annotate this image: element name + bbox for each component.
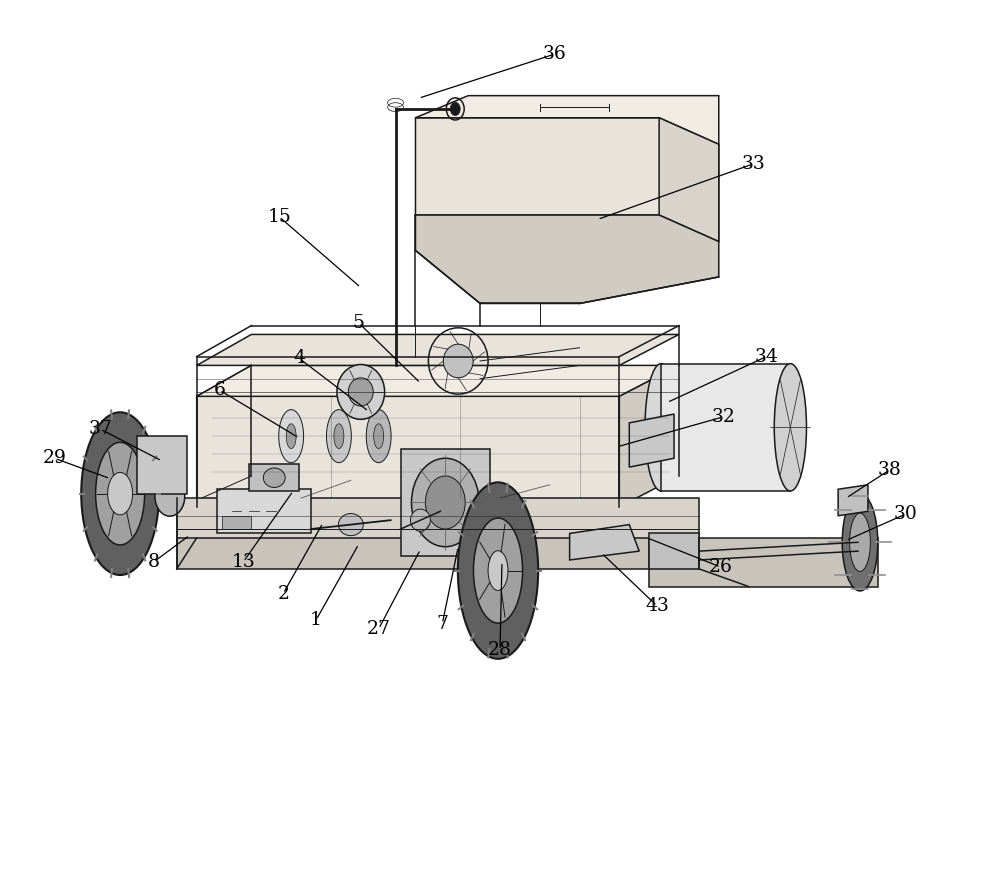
Polygon shape <box>197 366 679 396</box>
Text: 6: 6 <box>214 381 226 399</box>
Text: 13: 13 <box>232 553 255 570</box>
Ellipse shape <box>279 409 304 463</box>
Polygon shape <box>222 516 251 529</box>
Text: 29: 29 <box>43 449 66 467</box>
Text: 27: 27 <box>367 620 391 638</box>
Ellipse shape <box>443 344 473 377</box>
Ellipse shape <box>366 409 391 463</box>
Polygon shape <box>217 490 311 533</box>
Text: 5: 5 <box>353 314 365 332</box>
Ellipse shape <box>286 424 296 449</box>
Polygon shape <box>249 465 299 491</box>
Polygon shape <box>570 524 639 560</box>
Polygon shape <box>197 335 679 366</box>
Ellipse shape <box>850 514 870 571</box>
Text: 26: 26 <box>709 558 733 576</box>
Polygon shape <box>661 364 790 491</box>
Polygon shape <box>629 414 674 467</box>
Polygon shape <box>649 533 699 569</box>
Text: 38: 38 <box>878 461 902 479</box>
Polygon shape <box>177 538 699 569</box>
Ellipse shape <box>326 409 351 463</box>
Ellipse shape <box>263 468 285 488</box>
Ellipse shape <box>774 364 806 491</box>
Text: 8: 8 <box>148 553 160 570</box>
Polygon shape <box>137 436 187 494</box>
Ellipse shape <box>374 424 384 449</box>
Text: 37: 37 <box>88 420 112 438</box>
Polygon shape <box>415 117 719 241</box>
Polygon shape <box>415 95 719 144</box>
Text: 4: 4 <box>293 349 305 368</box>
Ellipse shape <box>334 424 344 449</box>
Ellipse shape <box>842 494 878 591</box>
Ellipse shape <box>488 551 508 590</box>
Text: 43: 43 <box>645 597 669 615</box>
Polygon shape <box>619 366 679 507</box>
Ellipse shape <box>96 442 145 545</box>
Text: 34: 34 <box>755 348 778 366</box>
Ellipse shape <box>411 458 479 546</box>
Ellipse shape <box>450 102 460 116</box>
Polygon shape <box>838 485 868 516</box>
Polygon shape <box>177 498 699 542</box>
Text: 2: 2 <box>277 585 289 603</box>
Ellipse shape <box>473 518 523 623</box>
Polygon shape <box>415 215 719 303</box>
Ellipse shape <box>155 476 185 516</box>
Ellipse shape <box>348 377 373 406</box>
Polygon shape <box>659 117 719 241</box>
Text: 1: 1 <box>310 611 322 629</box>
Text: 30: 30 <box>894 505 918 523</box>
Ellipse shape <box>337 365 385 419</box>
Polygon shape <box>197 396 619 507</box>
Ellipse shape <box>645 364 677 491</box>
Ellipse shape <box>425 476 465 529</box>
Text: 32: 32 <box>712 408 736 425</box>
Polygon shape <box>401 449 490 555</box>
Ellipse shape <box>108 473 133 515</box>
Ellipse shape <box>81 412 159 575</box>
Ellipse shape <box>458 482 538 659</box>
Text: 33: 33 <box>742 155 765 173</box>
Text: 15: 15 <box>267 207 291 226</box>
Text: 7: 7 <box>436 615 448 633</box>
Text: 28: 28 <box>488 641 512 659</box>
Polygon shape <box>197 366 251 507</box>
Ellipse shape <box>410 509 430 531</box>
Polygon shape <box>649 538 878 587</box>
Text: 36: 36 <box>543 45 567 63</box>
Ellipse shape <box>338 514 363 536</box>
